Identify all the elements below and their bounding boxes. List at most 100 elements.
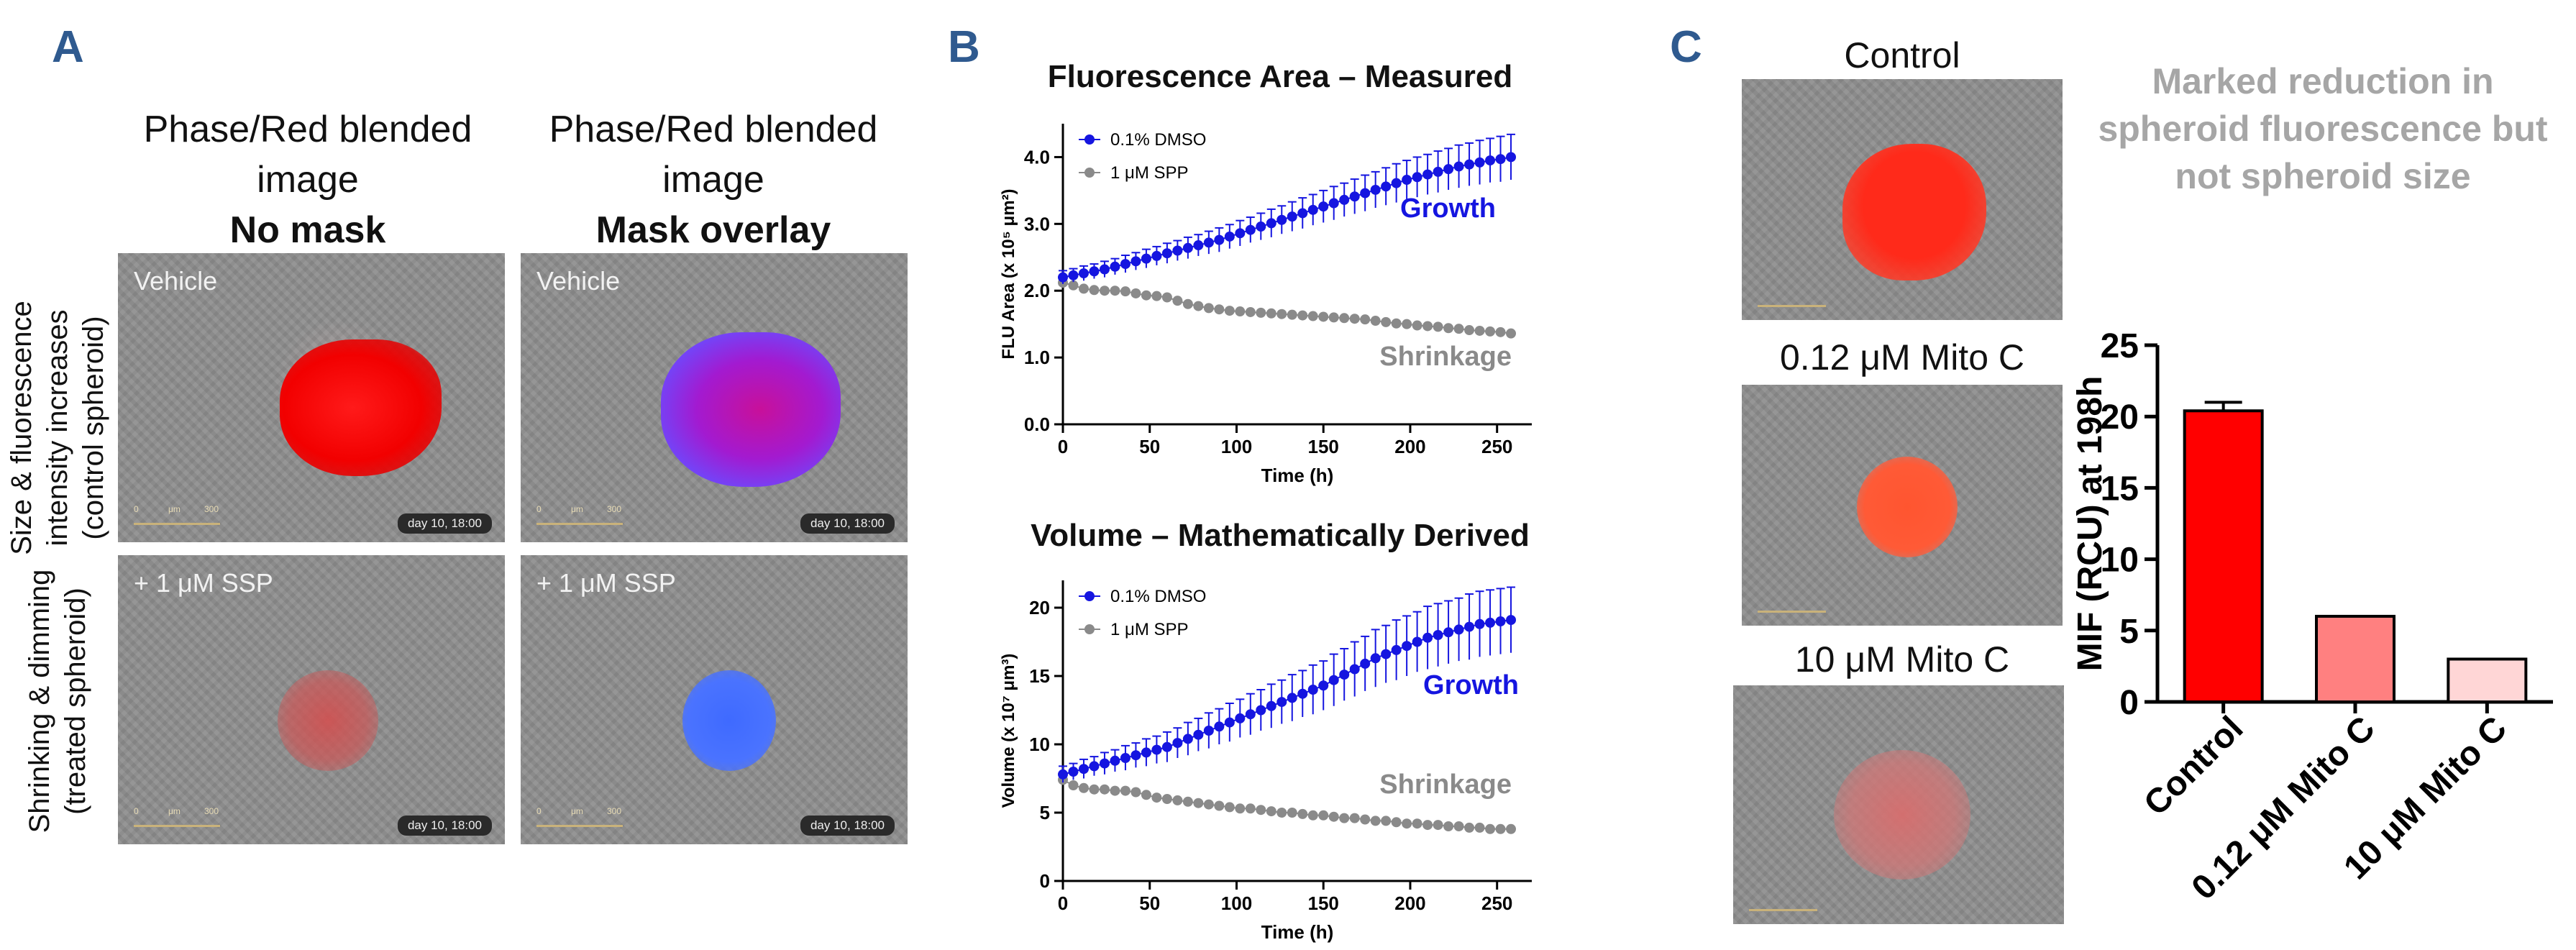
data-point xyxy=(1141,290,1151,301)
data-point xyxy=(1422,321,1433,332)
data-point xyxy=(1464,822,1475,833)
data-point xyxy=(1443,164,1454,175)
data-point xyxy=(1266,308,1276,319)
image-vehicle-nomask: Vehicle 0 μm 300 day 10, 18:00 xyxy=(118,253,505,542)
data-point xyxy=(1110,286,1120,296)
data-point xyxy=(1412,818,1422,829)
data-point xyxy=(1099,758,1110,769)
data-point xyxy=(1318,201,1329,212)
scale-bar: 0 μm 300 xyxy=(134,806,220,827)
data-point xyxy=(1151,250,1162,261)
fluorescence-area-chart: 0.0 1.0 2.0 3.0 4.0 0 50 100 150 200 250 Time (h) FL… xyxy=(999,124,1532,486)
data-point xyxy=(1370,816,1381,826)
data-point xyxy=(1099,286,1110,296)
data-point xyxy=(1287,211,1297,222)
data-point xyxy=(1203,799,1214,810)
data-point xyxy=(1089,784,1100,795)
data-point xyxy=(1360,814,1371,825)
data-point xyxy=(1256,221,1266,232)
y-axis-label: MIF (RCU) at 198h xyxy=(2071,376,2109,672)
data-point xyxy=(1224,306,1235,316)
data-point xyxy=(1297,208,1308,219)
data-point xyxy=(1193,729,1204,740)
data-point xyxy=(1287,309,1297,320)
data-point xyxy=(1297,688,1308,699)
data-point xyxy=(1099,784,1110,795)
data-point xyxy=(1391,318,1402,329)
growth-annotation: Growth xyxy=(1400,193,1496,224)
data-point xyxy=(1381,316,1392,327)
data-point xyxy=(1307,685,1318,695)
scale-bar: 0 μm 300 xyxy=(134,504,220,525)
data-point xyxy=(1412,320,1422,331)
data-point xyxy=(1328,811,1339,822)
x-tick-label: 0 xyxy=(1058,892,1068,914)
data-point xyxy=(1193,798,1204,808)
image-high-mitoc xyxy=(1733,685,2064,924)
col1-title-text: Phase/Red blended image xyxy=(143,109,472,201)
dim-spheroid xyxy=(278,670,378,771)
data-point xyxy=(1182,796,1193,807)
data-point xyxy=(1214,721,1225,732)
shrinkage-annotation: Shrinkage xyxy=(1379,769,1512,800)
x-tick-label: 150 xyxy=(1308,892,1339,914)
data-point xyxy=(1391,817,1402,828)
data-point xyxy=(1391,178,1402,188)
data-point xyxy=(1381,649,1392,659)
data-point xyxy=(1349,314,1360,324)
data-point xyxy=(1453,324,1464,334)
data-point xyxy=(1235,306,1246,317)
panel-a-label: A xyxy=(52,22,84,72)
data-point xyxy=(1235,803,1246,814)
y-tick-label: 20 xyxy=(2101,398,2139,437)
data-point xyxy=(1485,326,1496,337)
data-point xyxy=(1110,785,1120,796)
y-tick-label: 5 xyxy=(2119,613,2139,651)
data-point xyxy=(1464,159,1475,170)
data-point xyxy=(1370,316,1381,326)
legend-label: 1 μM SPP xyxy=(1110,620,1189,639)
data-point xyxy=(1422,632,1433,643)
legend-marker xyxy=(1084,168,1095,178)
data-point xyxy=(1131,256,1141,267)
data-point xyxy=(1161,741,1172,752)
data-point xyxy=(1474,325,1485,336)
bar xyxy=(2447,657,2528,704)
growth-annotation: Growth xyxy=(1423,670,1519,700)
data-point xyxy=(1318,810,1329,821)
masked-spheroid xyxy=(661,332,841,487)
y-tick-label: 0.0 xyxy=(1024,414,1050,435)
data-point xyxy=(1131,750,1141,761)
data-point xyxy=(1151,793,1162,803)
data-point xyxy=(1151,291,1162,301)
data-point xyxy=(1193,301,1204,311)
data-point xyxy=(1276,808,1287,818)
data-point xyxy=(1214,304,1225,315)
y-tick-label: 5 xyxy=(1040,802,1050,823)
scale-bar: 0 μm 300 xyxy=(536,806,623,827)
data-point xyxy=(1266,218,1276,229)
data-point xyxy=(1182,734,1193,744)
x-axis-label: Time (h) xyxy=(1261,921,1334,943)
data-point xyxy=(1161,794,1172,804)
data-point xyxy=(1307,810,1318,821)
data-point xyxy=(1161,248,1172,259)
data-point xyxy=(1453,624,1464,635)
high-mitoc-spheroid xyxy=(1834,750,1970,880)
y-tick-label: 0 xyxy=(1040,870,1050,892)
data-point xyxy=(1307,204,1318,215)
data-point xyxy=(1068,767,1079,777)
img-high-title: 10 μM Mito C xyxy=(1794,639,2010,680)
data-point xyxy=(1266,806,1276,817)
row2-label: Shrinking & dimming (treated spheroid) xyxy=(24,569,91,833)
y-tick-label: 10 xyxy=(2101,542,2139,580)
data-point xyxy=(1495,823,1506,834)
annotation-note: Marked reduction in spheroid fluorescenc… xyxy=(2098,61,2548,196)
img-low-title: 0.12 μM Mito C xyxy=(1779,337,2024,378)
data-point xyxy=(1193,240,1204,251)
data-point xyxy=(1506,328,1517,339)
data-point xyxy=(1402,641,1412,652)
y-axis-label: FLU Area (x 10⁵ μm²) xyxy=(999,188,1018,359)
bar xyxy=(2315,614,2395,703)
y-tick-label: 15 xyxy=(1029,665,1050,687)
